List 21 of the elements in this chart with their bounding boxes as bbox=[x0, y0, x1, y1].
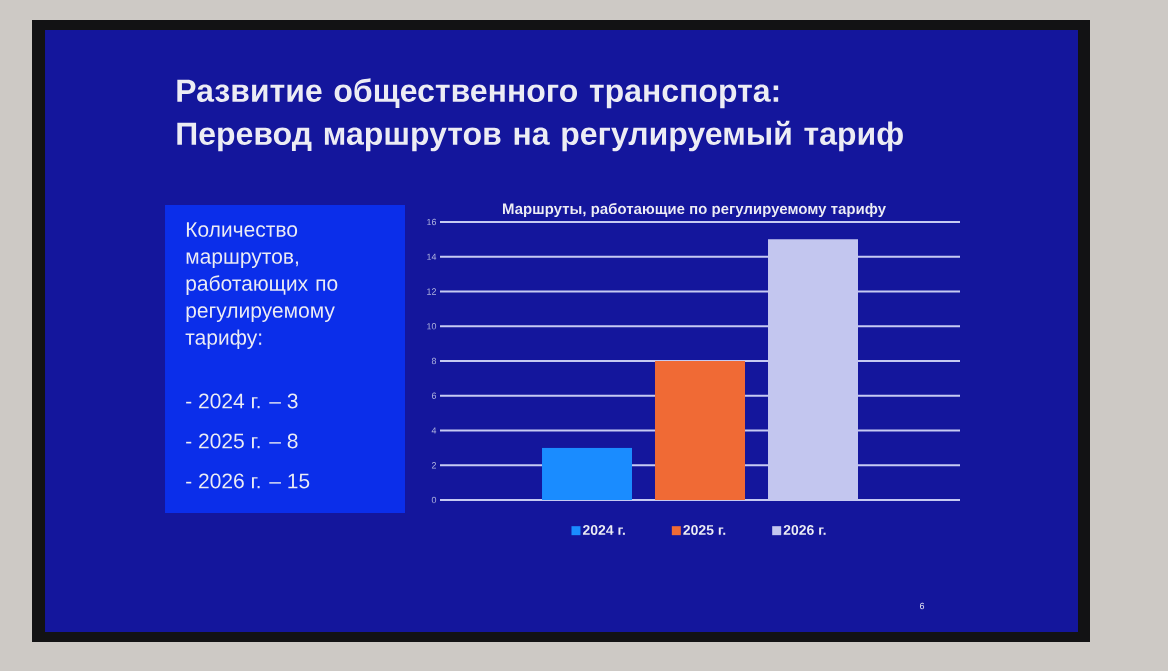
legend-label: 2025 г. bbox=[683, 525, 726, 535]
y-tick-label: 2 bbox=[431, 462, 437, 469]
text: - 2025 г. – 8 bbox=[186, 433, 298, 449]
bar bbox=[655, 360, 746, 500]
bar bbox=[542, 447, 633, 500]
y-tick-label: 8 bbox=[431, 357, 437, 365]
y-tick-label: 0 bbox=[431, 496, 437, 504]
text: 6 bbox=[919, 602, 925, 610]
chart-subtitle: Маршруты, работающие по регулируемому тарифу bbox=[503, 202, 886, 218]
chart-title: Развитие общественного транспорта: Перевод маршрутов на регулируемый тариф bbox=[177, 78, 903, 152]
text: - 2026 г. – 15 bbox=[186, 473, 310, 489]
y-tick-label: 4 bbox=[431, 427, 437, 434]
y-tick-label: 14 bbox=[427, 253, 437, 260]
y-tick-label: 10 bbox=[427, 323, 437, 330]
text: Количество маршрутов, работающих по регулируемому тарифу: bbox=[185, 222, 338, 349]
y-tick-label: 12 bbox=[427, 288, 437, 295]
legend-label: 2026 г. bbox=[783, 525, 826, 535]
legend-label: 2024 г. bbox=[582, 525, 625, 535]
y-tick-label: 6 bbox=[431, 392, 437, 399]
y-tick-label: 16 bbox=[427, 218, 437, 226]
text: - 2024 г. – 3 bbox=[186, 393, 298, 409]
